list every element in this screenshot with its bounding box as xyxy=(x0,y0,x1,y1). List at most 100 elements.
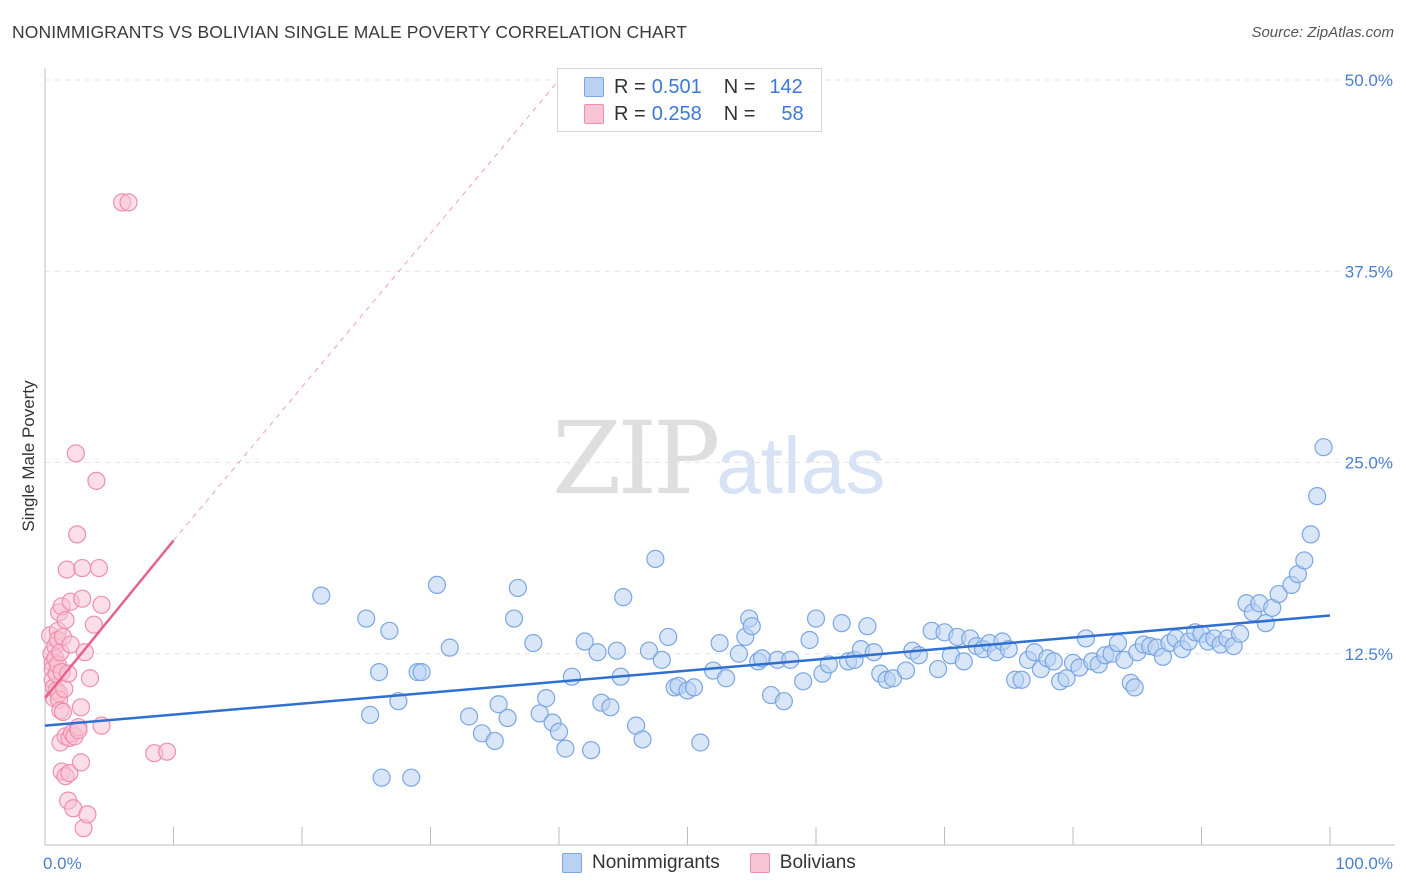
legend-swatch-pink xyxy=(749,853,770,873)
data-point-bolivians xyxy=(57,560,76,579)
legend-row-nonimmigrants: R = 0.501 N = 142 xyxy=(584,75,803,99)
legend-r-value: 0.258 xyxy=(651,102,702,125)
trend-extension-bolivians xyxy=(173,79,560,541)
data-point-bolivians xyxy=(53,702,73,721)
data-point-nonimmigrants xyxy=(858,617,877,636)
data-point-nonimmigrants xyxy=(562,667,581,686)
nonimmigrants-points xyxy=(312,438,1333,787)
data-point-nonimmigrants xyxy=(639,641,659,660)
data-point-nonimmigrants xyxy=(652,650,671,669)
y-tick-label: 12.5% xyxy=(1345,645,1393,664)
data-point-nonimmigrants xyxy=(402,768,421,787)
legend-r-label: R = xyxy=(614,75,646,98)
data-point-nonimmigrants xyxy=(864,643,883,662)
data-point-nonimmigrants xyxy=(781,650,800,669)
legend-r-value: 0.501 xyxy=(651,75,702,98)
legend-swatch-blue xyxy=(584,77,604,97)
data-point-nonimmigrants xyxy=(691,733,710,752)
data-point-nonimmigrants xyxy=(710,633,729,653)
data-point-nonimmigrants xyxy=(601,698,620,717)
watermark: ZIPatlas xyxy=(552,400,885,517)
data-point-nonimmigrants xyxy=(372,768,391,787)
legend-swatch-pink xyxy=(584,104,604,124)
data-point-nonimmigrants xyxy=(361,705,380,725)
data-point-bolivians xyxy=(73,558,92,578)
legend-label: Nonimmigrants xyxy=(592,852,720,873)
data-point-nonimmigrants xyxy=(1301,525,1320,544)
grid-lines xyxy=(45,79,1395,655)
data-point-nonimmigrants xyxy=(806,609,826,628)
data-point-nonimmigrants xyxy=(370,663,389,682)
data-point-nonimmigrants xyxy=(537,689,556,708)
data-point-nonimmigrants xyxy=(896,661,916,680)
legend-label: Bolivians xyxy=(779,852,856,873)
data-point-bolivians xyxy=(71,698,91,717)
data-point-nonimmigrants xyxy=(716,669,736,688)
data-point-nonimmigrants xyxy=(774,692,793,711)
data-point-nonimmigrants xyxy=(530,704,549,723)
watermark-zip: ZIP xyxy=(552,400,720,517)
trend-line-nonimmigrants xyxy=(44,614,1331,727)
data-point-nonimmigrants xyxy=(1269,584,1288,604)
data-point-bolivians xyxy=(66,444,85,463)
axis-labels: 12.5% 25.0% 37.5% 50.0% 0.0% 100.0% Single Mal… xyxy=(19,71,1393,873)
data-point-bolivians xyxy=(78,805,97,824)
data-point-bolivians xyxy=(84,615,103,634)
data-point-nonimmigrants xyxy=(1314,438,1333,457)
data-point-nonimmigrants xyxy=(819,655,838,674)
data-point-nonimmigrants xyxy=(459,707,479,726)
data-point-nonimmigrants xyxy=(427,575,447,595)
data-point-nonimmigrants xyxy=(646,549,665,568)
data-point-bolivians xyxy=(89,558,109,578)
data-point-bolivians xyxy=(61,635,80,654)
data-point-nonimmigrants xyxy=(684,678,704,697)
data-point-nonimmigrants xyxy=(1012,670,1031,689)
data-point-nonimmigrants xyxy=(1230,624,1250,643)
data-point-nonimmigrants xyxy=(582,741,601,760)
data-point-nonimmigrants xyxy=(498,708,517,728)
data-point-nonimmigrants xyxy=(614,588,633,607)
data-point-nonimmigrants xyxy=(508,578,527,598)
data-point-bolivians xyxy=(80,669,100,688)
legend-item-bolivians: Bolivians xyxy=(749,852,856,874)
data-point-bolivians xyxy=(71,753,91,772)
y-tick-label: 50.0% xyxy=(1345,71,1393,90)
legend-n-value: 58 xyxy=(781,102,804,125)
data-point-nonimmigrants xyxy=(954,652,973,671)
data-point-nonimmigrants xyxy=(633,730,652,749)
data-point-bolivians xyxy=(68,525,87,544)
data-point-nonimmigrants xyxy=(742,617,761,636)
data-point-nonimmigrants xyxy=(659,627,678,647)
legend-swatch-blue xyxy=(562,853,582,873)
x-tick-label: 0.0% xyxy=(43,854,82,873)
data-point-bolivians xyxy=(56,610,75,630)
data-point-nonimmigrants xyxy=(504,609,524,628)
data-point-nonimmigrants xyxy=(1256,614,1275,633)
data-point-nonimmigrants xyxy=(549,722,569,741)
y-tick-label: 37.5% xyxy=(1345,262,1393,281)
data-point-bolivians xyxy=(75,643,94,662)
trend-line-bolivians xyxy=(44,539,175,699)
data-point-nonimmigrants xyxy=(380,621,399,640)
data-point-nonimmigrants xyxy=(729,644,749,663)
legend-n-value: 142 xyxy=(769,75,803,98)
data-point-nonimmigrants xyxy=(794,672,813,691)
legend-n-label: N = xyxy=(723,75,756,98)
data-point-bolivians xyxy=(87,471,106,490)
data-point-nonimmigrants xyxy=(489,695,508,714)
data-point-nonimmigrants xyxy=(1125,678,1144,697)
data-point-bolivians xyxy=(73,589,92,608)
y-tick-label: 25.0% xyxy=(1345,454,1393,473)
data-point-nonimmigrants xyxy=(928,659,948,679)
watermark-atlas: atlas xyxy=(716,421,886,510)
stats-legend: R = 0.501 N = 142 R = 0.258 N = 58 xyxy=(557,68,822,132)
data-point-bolivians xyxy=(59,664,78,683)
data-point-nonimmigrants xyxy=(556,739,575,758)
data-point-nonimmigrants xyxy=(357,609,376,628)
data-point-nonimmigrants xyxy=(1108,633,1128,653)
data-point-nonimmigrants xyxy=(832,614,851,633)
legend-item-nonimmigrants: Nonimmigrants xyxy=(562,852,720,874)
data-point-nonimmigrants xyxy=(575,632,594,651)
y-axis-title: Single Male Poverty xyxy=(19,380,38,532)
